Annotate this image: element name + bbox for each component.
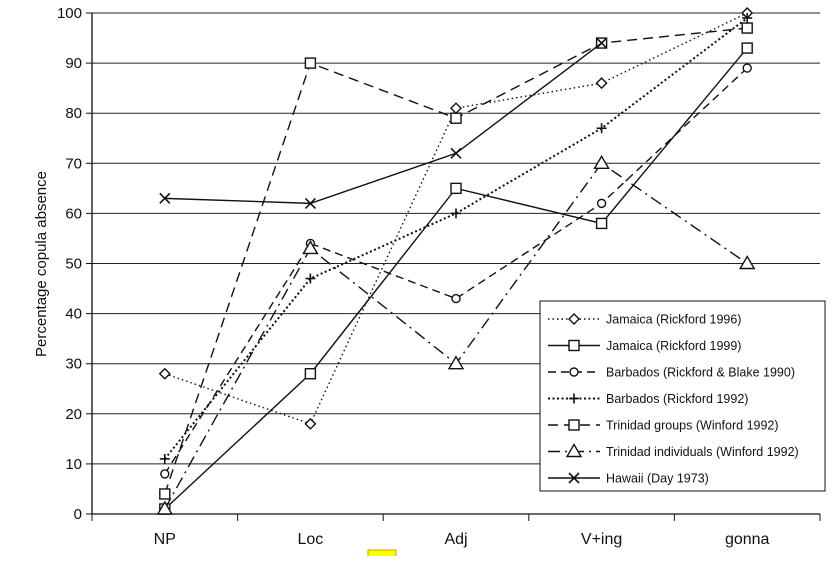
series-trinidad-individuals-winford-1992-point-v-ing [593, 154, 610, 170]
series-hawaii-day-1973-point-v-ing [596, 37, 608, 49]
y-tick-label-70: 70 [65, 155, 82, 172]
series-barbados-rickford-blake-1990-point-gonna [742, 63, 752, 73]
legend-item-jamaica-rickford-1996: Jamaica (Rickford 1996) [548, 313, 741, 327]
legend-item-barbados-rickford-blake-1990: Barbados (Rickford & Blake 1990) [548, 366, 795, 380]
legend-marker [568, 472, 580, 484]
legend-label: Barbados (Rickford 1992) [606, 392, 748, 406]
series-barbados-rickford-1992 [159, 13, 753, 464]
series-barbados-rickford-blake-1990-point-adj [451, 293, 461, 304]
legend-marker [569, 393, 579, 404]
series-trinidad-groups-winford-1992-point-gonna [741, 22, 753, 34]
y-axis-label: Percentage copula absence [33, 171, 50, 357]
series-hawaii-day-1973-line [164, 42, 603, 205]
series-jamaica-rickford-1999-point-v-ing [595, 217, 608, 230]
legend-marker [565, 443, 583, 458]
y-tick-label-20: 20 [65, 406, 82, 423]
series-barbados-rickford-1992-line [164, 17, 748, 460]
series-jamaica-rickford-1999-point-adj [450, 182, 462, 195]
x-tick-label-v-ing: V+ing [581, 531, 622, 548]
series-trinidad-individuals-winford-1992 [156, 154, 756, 515]
legend-item-trinidad-groups-winford-1992: Trinidad groups (Winford 1992) [548, 419, 779, 433]
series-trinidad-groups-winford-1992-point-adj [450, 112, 462, 124]
series-trinidad-individuals-winford-1992-point-adj [447, 355, 465, 370]
series-trinidad-individuals-winford-1992-point-np [156, 500, 174, 515]
series-barbados-rickford-1992-point-loc [305, 273, 316, 284]
series-jamaica-rickford-1996-point-adj [450, 102, 462, 115]
series-hawaii-day-1973-point-np [159, 192, 171, 204]
x-tick-label-gonna: gonna [725, 531, 770, 548]
legend-item-jamaica-rickford-1999: Jamaica (Rickford 1999) [548, 339, 741, 353]
series-barbados-rickford-1992-point-np [159, 453, 170, 464]
legend-label: Jamaica (Rickford 1996) [606, 313, 741, 327]
legend-label: Barbados (Rickford & Blake 1990) [606, 366, 795, 380]
series-hawaii-day-1973-point-loc [304, 197, 316, 209]
legend-label: Jamaica (Rickford 1999) [606, 339, 741, 353]
highlight-marker [367, 549, 397, 559]
series-barbados-rickford-blake-1990-point-v-ing [596, 198, 607, 209]
legend-marker [569, 367, 579, 377]
series-jamaica-rickford-1996-point-np [158, 367, 171, 380]
series-barbados-rickford-1992-point-adj [451, 208, 461, 219]
series-trinidad-groups-winford-1992-point-loc [304, 57, 317, 69]
series-jamaica-rickford-1996-point-loc [304, 417, 317, 430]
series-barbados-rickford-1992-point-gonna [742, 13, 753, 24]
y-tick-label-10: 10 [65, 456, 82, 473]
series-trinidad-individuals-winford-1992-point-gonna [738, 255, 756, 270]
series-barbados-rickford-blake-1990-point-np [160, 469, 170, 479]
series-barbados-rickford-blake-1990-line [164, 67, 748, 475]
series-jamaica-rickford-1996 [158, 7, 754, 430]
legend-label: Trinidad individuals (Winford 1992) [606, 445, 799, 459]
legend-item-trinidad-individuals-winford-1992: Trinidad individuals (Winford 1992) [548, 443, 799, 459]
y-tick-label-90: 90 [65, 55, 82, 72]
series-barbados-rickford-1992-point-v-ing [596, 123, 607, 134]
y-tick-label-40: 40 [65, 306, 82, 323]
y-tick-label-80: 80 [65, 105, 82, 122]
legend-marker [568, 339, 580, 352]
legend: Jamaica (Rickford 1996) Jamaica (Rickford… [539, 300, 826, 492]
y-tick-label-50: 50 [65, 256, 82, 273]
legend-label: Trinidad groups (Winford 1992) [606, 419, 779, 433]
legend-label: Hawaii (Day 1973) [606, 472, 709, 486]
series-trinidad-groups-winford-1992-point-np [159, 488, 171, 500]
legend-item-hawaii-day-1973: Hawaii (Day 1973) [548, 472, 709, 486]
legend-item-barbados-rickford-1992: Barbados (Rickford 1992) [548, 392, 748, 406]
series-hawaii-day-1973 [159, 37, 608, 209]
series-jamaica-rickford-1999-point-gonna [741, 42, 753, 54]
series-jamaica-rickford-1999-point-loc [304, 368, 317, 380]
y-tick-label-60: 60 [65, 205, 82, 222]
series-jamaica-rickford-1996-point-v-ing [595, 77, 608, 90]
legend-marker [568, 313, 580, 325]
legend-box [539, 300, 826, 492]
x-tick-label-adj: Adj [444, 531, 467, 548]
series-layer [156, 7, 756, 515]
x-tick-label-np: NP [154, 531, 176, 548]
series-jamaica-rickford-1996-line [164, 12, 748, 425]
x-tick-label-loc: Loc [298, 531, 324, 548]
series-trinidad-individuals-winford-1992-point-loc [302, 240, 319, 255]
axes-layer: 0 10 20 30 40 50 60 70 80 90 100 NP Loc Adj V+ing gonna [57, 5, 821, 548]
y-tick-label-100: 100 [57, 5, 82, 22]
y-tick-label-30: 30 [65, 356, 82, 373]
legend-marker [568, 419, 580, 431]
series-hawaii-day-1973-point-adj [450, 147, 462, 159]
y-tick-label-0: 0 [74, 506, 82, 523]
